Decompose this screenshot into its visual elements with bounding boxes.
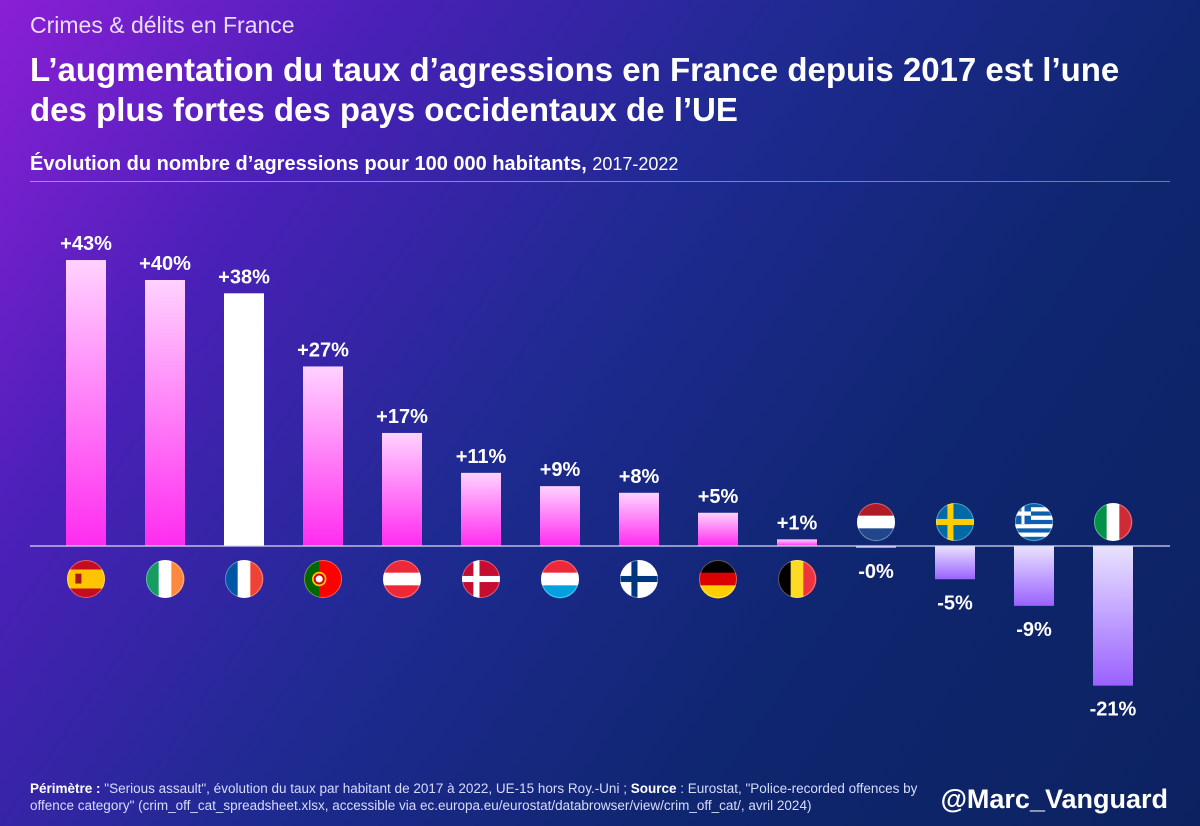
bar-dk [461,472,501,546]
scope-label: Périmètre : [30,781,101,796]
subtitle-period: 2017-2022 [592,154,679,174]
flag-be-icon [778,560,817,598]
value-label-ie: +40% [139,253,191,275]
bars-group [66,260,1133,686]
value-label-fr: +38% [218,266,270,288]
source-text: : Eurostat, "Police-recorded offences by… [30,781,918,813]
bar-se [935,546,975,580]
flag-se-icon [936,503,974,541]
value-labels-group: +43% +40% +38% +27% +17% +11% +9% +8% +5% +1% -0% -… [60,233,1136,721]
author-handle: @Marc_Vanguard [940,784,1168,814]
kicker: Crimes & délits en France [30,12,295,38]
value-label-dk: +11% [456,446,507,468]
flag-fi-icon [620,560,658,598]
value-label-se: -5% [937,592,973,614]
value-label-de: +5% [698,486,739,508]
flag-lu-icon [541,560,579,599]
bar-at [382,432,422,546]
bar-fi [619,492,659,546]
bar-gr [1014,546,1054,606]
flag-gr-icon [1015,503,1053,542]
flag-es-icon [67,560,105,598]
value-label-nl: -0% [858,561,894,583]
bar-nl [856,546,896,548]
flag-dk-icon [462,560,500,598]
flag-fr-icon [225,560,264,598]
value-label-be: +1% [777,512,818,534]
flag-at-icon [383,560,421,599]
bar-ie [145,280,185,546]
value-label-lu: +9% [540,459,581,481]
flag-pt-icon [304,560,342,598]
chart-subtitle: Évolution du nombre d’agressions pour 10… [30,153,678,176]
bar-lu [540,486,580,546]
flags-group [67,503,1133,599]
value-label-gr: -9% [1016,619,1052,641]
bar-it [1093,546,1133,686]
value-label-it: -21% [1090,699,1137,721]
bar-be [777,539,817,546]
value-label-pt: +27% [297,339,349,361]
subtitle-rule [30,181,1170,182]
source-label: Source [630,781,677,796]
scope-text: "Serious assault", évolution du taux par… [100,781,631,796]
chart-title: L’augmentation du taux d’agressions en F… [30,51,1120,128]
value-label-at: +17% [376,406,428,428]
bar-es [66,260,106,546]
flag-nl-icon [857,503,895,542]
flag-de-icon [699,560,737,599]
bar-fr [224,293,264,546]
footnote: Périmètre : "Serious assault", évolution… [30,780,930,814]
bar-pt [303,366,343,546]
flag-it-icon [1094,503,1133,541]
value-label-es: +43% [60,233,112,255]
subtitle-text: Évolution du nombre d’agressions pour 10… [30,153,587,175]
flag-ie-icon [146,560,185,598]
bar-de [698,512,738,546]
value-label-fi: +8% [619,466,660,488]
